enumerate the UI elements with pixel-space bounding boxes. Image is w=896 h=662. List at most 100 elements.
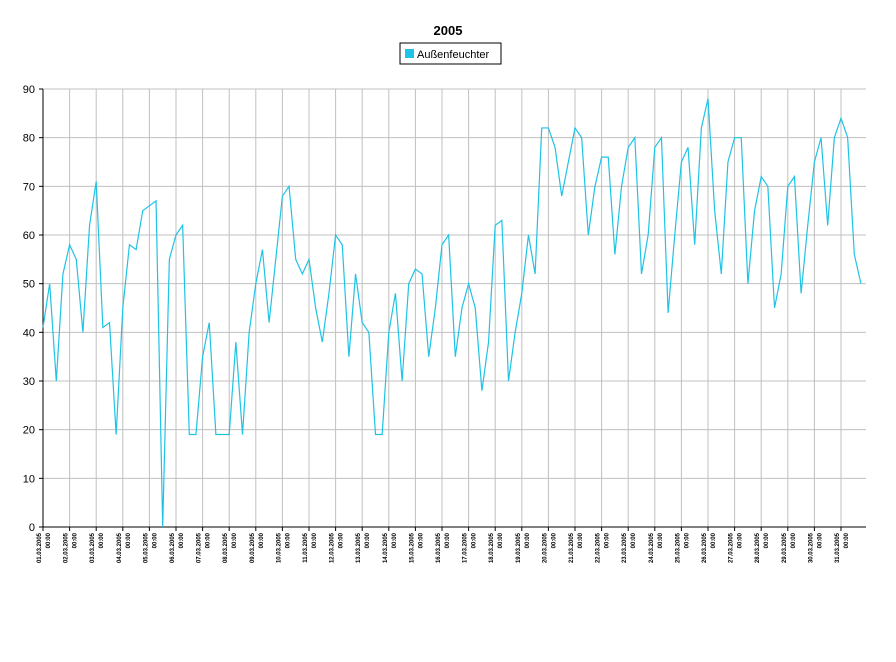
x-tick-label-line: 07.03.2005 bbox=[197, 532, 203, 563]
x-tick-label-line: 21.03.2005 bbox=[569, 532, 575, 563]
x-tick-label-line: 00:00 bbox=[312, 532, 318, 548]
x-tick-label-line: 00:00 bbox=[152, 532, 158, 548]
x-tick-label-line: 12.03.2005 bbox=[330, 532, 336, 563]
x-tick-label-line: 02.03.2005 bbox=[64, 532, 70, 563]
x-tick-label-line: 05.03.2005 bbox=[143, 532, 149, 563]
x-tick-label-line: 00:00 bbox=[711, 532, 717, 548]
y-tick-label: 40 bbox=[23, 327, 35, 339]
x-tick-label: 25.03.2005 00:00 bbox=[675, 532, 690, 563]
x-tick-label-line: 23.03.2005 bbox=[622, 532, 628, 563]
x-tick-label-line: 00:00 bbox=[126, 532, 132, 548]
x-tick-label-line: 00:00 bbox=[764, 532, 770, 548]
x-tick-label-line: 00:00 bbox=[578, 532, 584, 548]
x-tick-label-line: 03.03.2005 bbox=[90, 532, 96, 563]
x-tick-label: 02.03.2005 00:00 bbox=[64, 532, 79, 563]
x-tick-label-line: 00:00 bbox=[844, 532, 850, 548]
x-tick-label-line: 18.03.2005 bbox=[489, 532, 495, 563]
x-tick-label: 28.03.2005 00:00 bbox=[755, 532, 770, 563]
x-tick-label-line: 25.03.2005 bbox=[675, 532, 681, 563]
y-tick-label: 10 bbox=[23, 473, 35, 485]
x-tick-label-line: 31.03.2005 bbox=[835, 532, 841, 563]
x-tick-label: 21.03.2005 00:00 bbox=[569, 532, 584, 563]
x-tick-label-line: 00:00 bbox=[551, 532, 557, 548]
x-tick-label-line: 04.03.2005 bbox=[117, 532, 123, 563]
x-tick-label-line: 00:00 bbox=[206, 532, 212, 548]
x-tick-label-line: 00:00 bbox=[339, 532, 345, 548]
y-tick-label: 30 bbox=[23, 376, 35, 388]
x-tick-label-line: 00:00 bbox=[631, 532, 637, 548]
x-tick-label: 07.03.2005 00:00 bbox=[197, 532, 212, 563]
y-tick-label: 50 bbox=[23, 279, 35, 291]
x-tick-label: 08.03.2005 00:00 bbox=[223, 532, 238, 563]
x-tick-label-line: 00:00 bbox=[472, 532, 478, 548]
x-tick-label-line: 13.03.2005 bbox=[356, 532, 362, 563]
x-tick-label: 29.03.2005 00:00 bbox=[782, 532, 797, 563]
x-tick-label: 20.03.2005 00:00 bbox=[542, 532, 557, 563]
y-tick-label: 90 bbox=[23, 84, 35, 96]
x-tick-label-line: 00:00 bbox=[498, 532, 504, 548]
x-tick-label-line: 00:00 bbox=[418, 532, 424, 548]
x-tick-label-line: 19.03.2005 bbox=[516, 532, 522, 563]
legend-label: Außenfeuchter bbox=[417, 49, 489, 61]
x-tick-label: 11.03.2005 00:00 bbox=[303, 532, 318, 562]
x-tick-label-line: 01.03.2005 bbox=[37, 532, 43, 563]
x-tick-label: 09.03.2005 00:00 bbox=[250, 532, 265, 563]
x-tick-label-line: 00:00 bbox=[365, 532, 371, 548]
x-tick-label: 16.03.2005 00:00 bbox=[436, 532, 451, 563]
x-tick-label-line: 00:00 bbox=[738, 532, 744, 548]
x-tick-label-line: 00:00 bbox=[259, 532, 265, 548]
x-tick-label-line: 09.03.2005 bbox=[250, 532, 256, 563]
x-tick-label-line: 00:00 bbox=[684, 532, 690, 548]
x-tick-label-line: 00:00 bbox=[392, 532, 398, 548]
x-tick-label: 17.03.2005 00:00 bbox=[463, 532, 478, 563]
data-line bbox=[42, 98, 862, 528]
y-tick-label: 80 bbox=[23, 133, 35, 145]
x-tick-label-line: 28.03.2005 bbox=[755, 532, 761, 563]
x-tick-label-line: 22.03.2005 bbox=[596, 532, 602, 563]
y-tick-label: 70 bbox=[23, 181, 35, 193]
x-tick-label: 12.03.2005 00:00 bbox=[330, 532, 345, 563]
chart-title: 2005 bbox=[434, 23, 463, 38]
x-tick-label-line: 14.03.2005 bbox=[383, 532, 389, 563]
x-tick-label: 15.03.2005 00:00 bbox=[409, 532, 424, 563]
x-tick-label-line: 30.03.2005 bbox=[808, 532, 814, 563]
x-tick-label: 05.03.2005 00:00 bbox=[143, 532, 158, 563]
x-tick-label: 27.03.2005 00:00 bbox=[729, 532, 744, 563]
x-tick-label: 14.03.2005 00:00 bbox=[383, 532, 398, 563]
legend-box bbox=[399, 42, 502, 65]
x-tick-label-line: 00:00 bbox=[99, 532, 105, 548]
x-tick-label-line: 00:00 bbox=[658, 532, 664, 548]
x-tick-label: 06.03.2005 00:00 bbox=[170, 532, 185, 563]
x-tick-label: 19.03.2005 00:00 bbox=[516, 532, 531, 563]
x-tick-label-line: 15.03.2005 bbox=[409, 532, 415, 563]
x-tick-label-line: 00:00 bbox=[285, 532, 291, 548]
x-tick-label: 10.03.2005 00:00 bbox=[276, 532, 291, 563]
x-tick-label-line: 00:00 bbox=[179, 532, 185, 548]
x-tick-label-line: 00:00 bbox=[73, 532, 79, 548]
x-tick-label-line: 00:00 bbox=[445, 532, 451, 548]
x-tick-label: 30.03.2005 00:00 bbox=[808, 532, 823, 563]
x-tick-label-line: 08.03.2005 bbox=[223, 532, 229, 563]
x-tick-label-line: 16.03.2005 bbox=[436, 532, 442, 563]
x-tick-label: 18.03.2005 00:00 bbox=[489, 532, 504, 563]
x-tick-label-line: 20.03.2005 bbox=[542, 532, 548, 563]
x-tick-label-line: 27.03.2005 bbox=[729, 532, 735, 563]
x-tick-label: 04.03.2005 00:00 bbox=[117, 532, 132, 563]
x-tick-label-line: 00:00 bbox=[46, 532, 52, 548]
x-tick-label: 01.03.2005 00:00 bbox=[37, 532, 52, 563]
y-tick-label: 60 bbox=[23, 230, 35, 242]
x-tick-label: 03.03.2005 00:00 bbox=[90, 532, 105, 563]
x-tick-label-line: 10.03.2005 bbox=[276, 532, 282, 563]
x-tick-label-line: 26.03.2005 bbox=[702, 532, 708, 563]
x-tick-label-line: 29.03.2005 bbox=[782, 532, 788, 563]
x-tick-label-line: 11.03.2005 bbox=[303, 532, 309, 562]
x-tick-label-line: 00:00 bbox=[817, 532, 823, 548]
x-tick-label-line: 06.03.2005 bbox=[170, 532, 176, 563]
x-tick-label: 23.03.2005 00:00 bbox=[622, 532, 637, 563]
y-tick-label: 0 bbox=[29, 522, 35, 534]
x-tick-label-line: 00:00 bbox=[525, 532, 531, 548]
x-tick-label-line: 00:00 bbox=[232, 532, 238, 548]
x-tick-label-line: 00:00 bbox=[791, 532, 797, 548]
x-tick-label: 13.03.2005 00:00 bbox=[356, 532, 371, 563]
